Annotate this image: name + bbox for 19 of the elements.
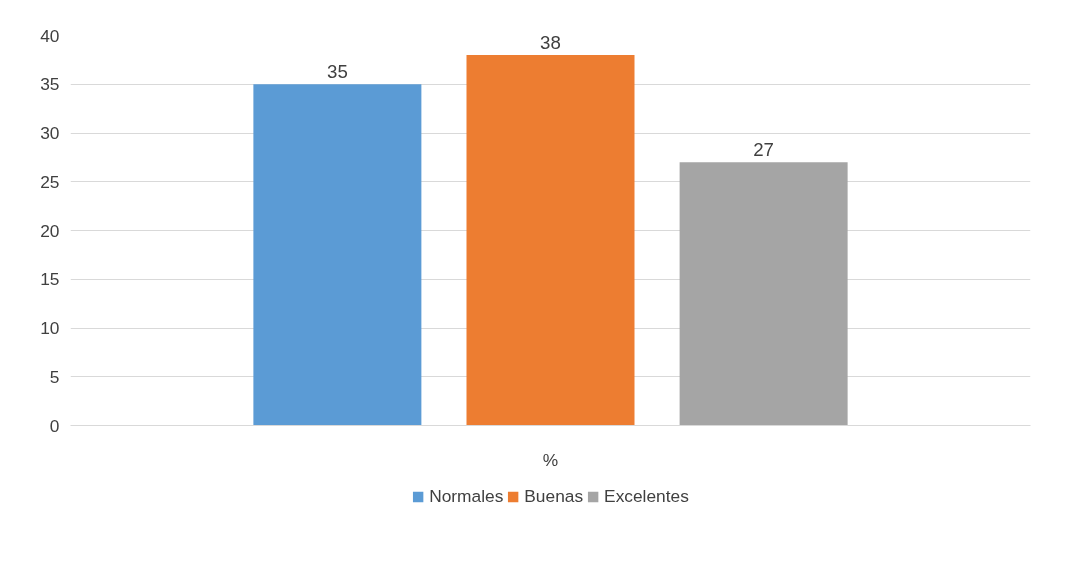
legend-label: Excelentes	[604, 486, 689, 507]
bar	[466, 55, 635, 426]
y-tick-label: 5	[49, 366, 60, 387]
y-tick-label: 25	[40, 171, 60, 192]
data-label: 27	[753, 139, 775, 161]
y-tick-label: 10	[40, 318, 60, 338]
bar	[679, 162, 848, 426]
legend-label: Normales	[429, 486, 504, 507]
data-label: 38	[540, 32, 561, 53]
legend-label: Buenas	[524, 486, 584, 507]
data-label: 35	[327, 61, 348, 83]
y-tick-label: 40	[40, 25, 60, 46]
y-tick-label: 20	[40, 220, 60, 241]
y-tick-label: 0	[49, 415, 60, 436]
x-tick-label: %	[542, 449, 559, 470]
y-tick-label: 35	[40, 74, 60, 95]
y-tick-label: 30	[40, 123, 60, 143]
bar	[253, 84, 422, 426]
y-tick-label: 15	[40, 269, 60, 290]
